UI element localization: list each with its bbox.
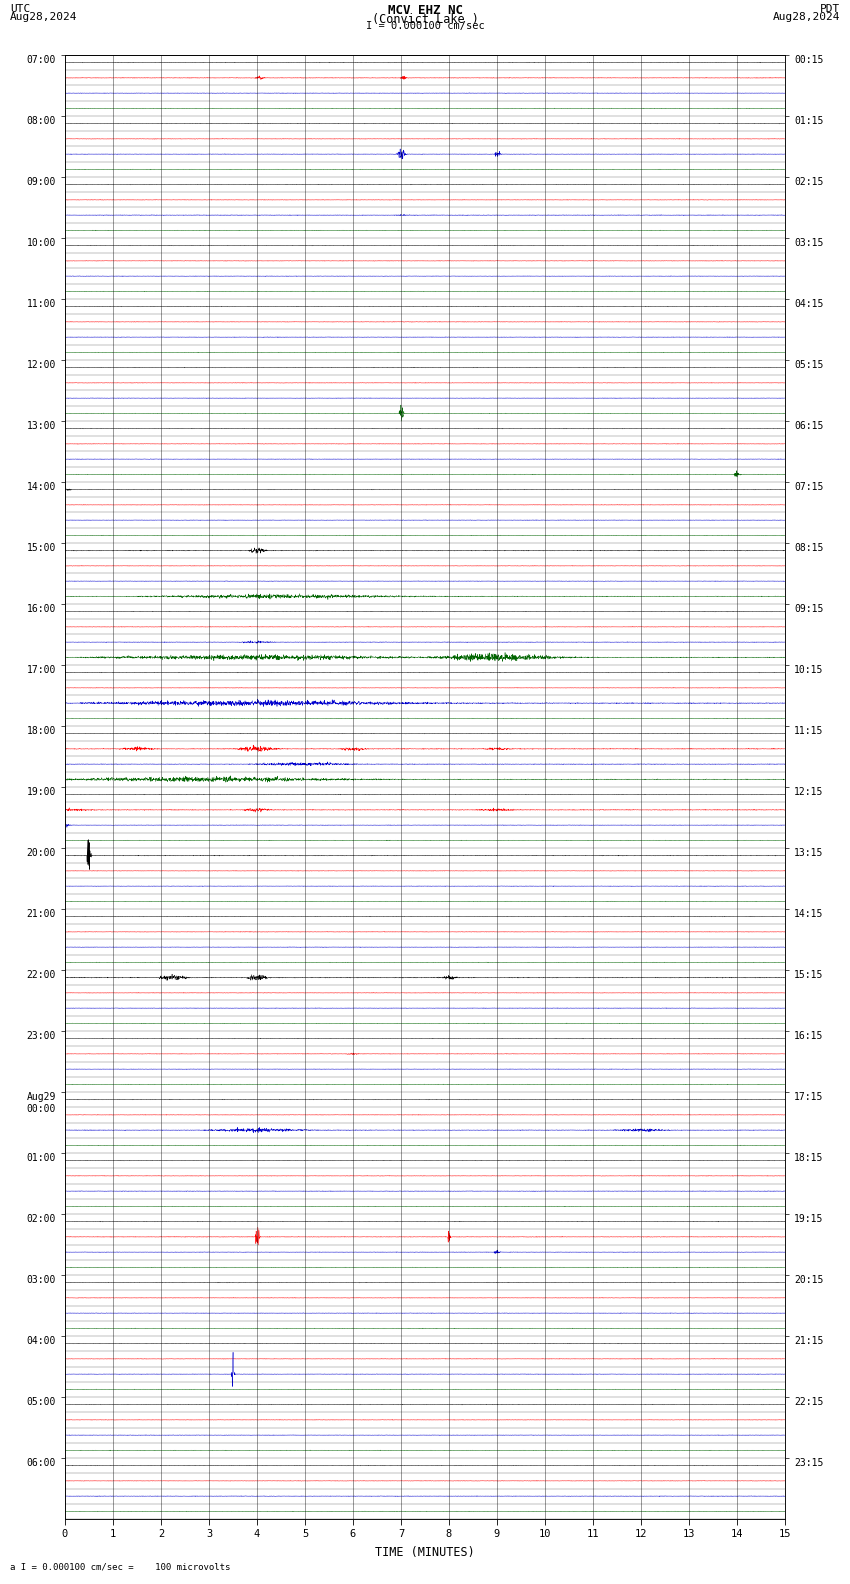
Text: UTC: UTC [10, 3, 31, 14]
Text: PDT: PDT [819, 3, 840, 14]
Text: Aug28,2024: Aug28,2024 [773, 11, 840, 22]
Text: MCV EHZ NC: MCV EHZ NC [388, 3, 462, 17]
Text: Aug28,2024: Aug28,2024 [10, 11, 77, 22]
Text: a I = 0.000100 cm/sec =    100 microvolts: a I = 0.000100 cm/sec = 100 microvolts [10, 1562, 230, 1571]
Text: I = 0.000100 cm/sec: I = 0.000100 cm/sec [366, 21, 484, 32]
X-axis label: TIME (MINUTES): TIME (MINUTES) [375, 1546, 475, 1559]
Text: (Convict Lake ): (Convict Lake ) [371, 13, 479, 25]
